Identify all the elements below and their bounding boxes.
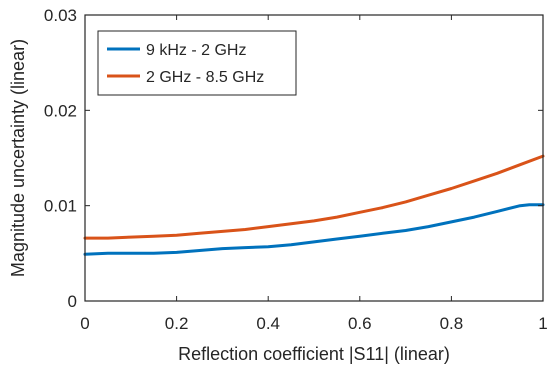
x-tick-label: 0 <box>80 314 89 333</box>
x-tick-label: 0.4 <box>256 314 280 333</box>
legend-box <box>97 30 297 96</box>
x-tick-label: 1 <box>538 314 547 333</box>
series-line-1 <box>83 203 545 256</box>
y-axis-label: Magnitude uncertainty (linear) <box>8 39 28 277</box>
y-tick-label: 0.02 <box>44 101 77 120</box>
axes-frame <box>84 14 544 302</box>
y-tick-label: 0 <box>68 292 77 311</box>
legend-label-1: 9 kHz - 2 GHz <box>146 42 246 59</box>
x-tick-label: 0.2 <box>165 314 189 333</box>
legend: 9 kHz - 2 GHz 2 GHz - 8.5 GHz <box>97 30 297 96</box>
y-tick-label: 0.01 <box>44 197 77 216</box>
series-layer <box>83 154 545 256</box>
x-tick-label: 0.6 <box>348 314 372 333</box>
x-tick-label: 0.8 <box>440 314 464 333</box>
series-line-2 <box>83 154 545 240</box>
legend-label-2: 2 GHz - 8.5 GHz <box>146 69 264 86</box>
y-tick-label: 0.03 <box>44 6 77 25</box>
x-axis-label: Reflection coefficient |S11| (linear) <box>178 344 450 364</box>
frame-layer <box>84 14 544 302</box>
